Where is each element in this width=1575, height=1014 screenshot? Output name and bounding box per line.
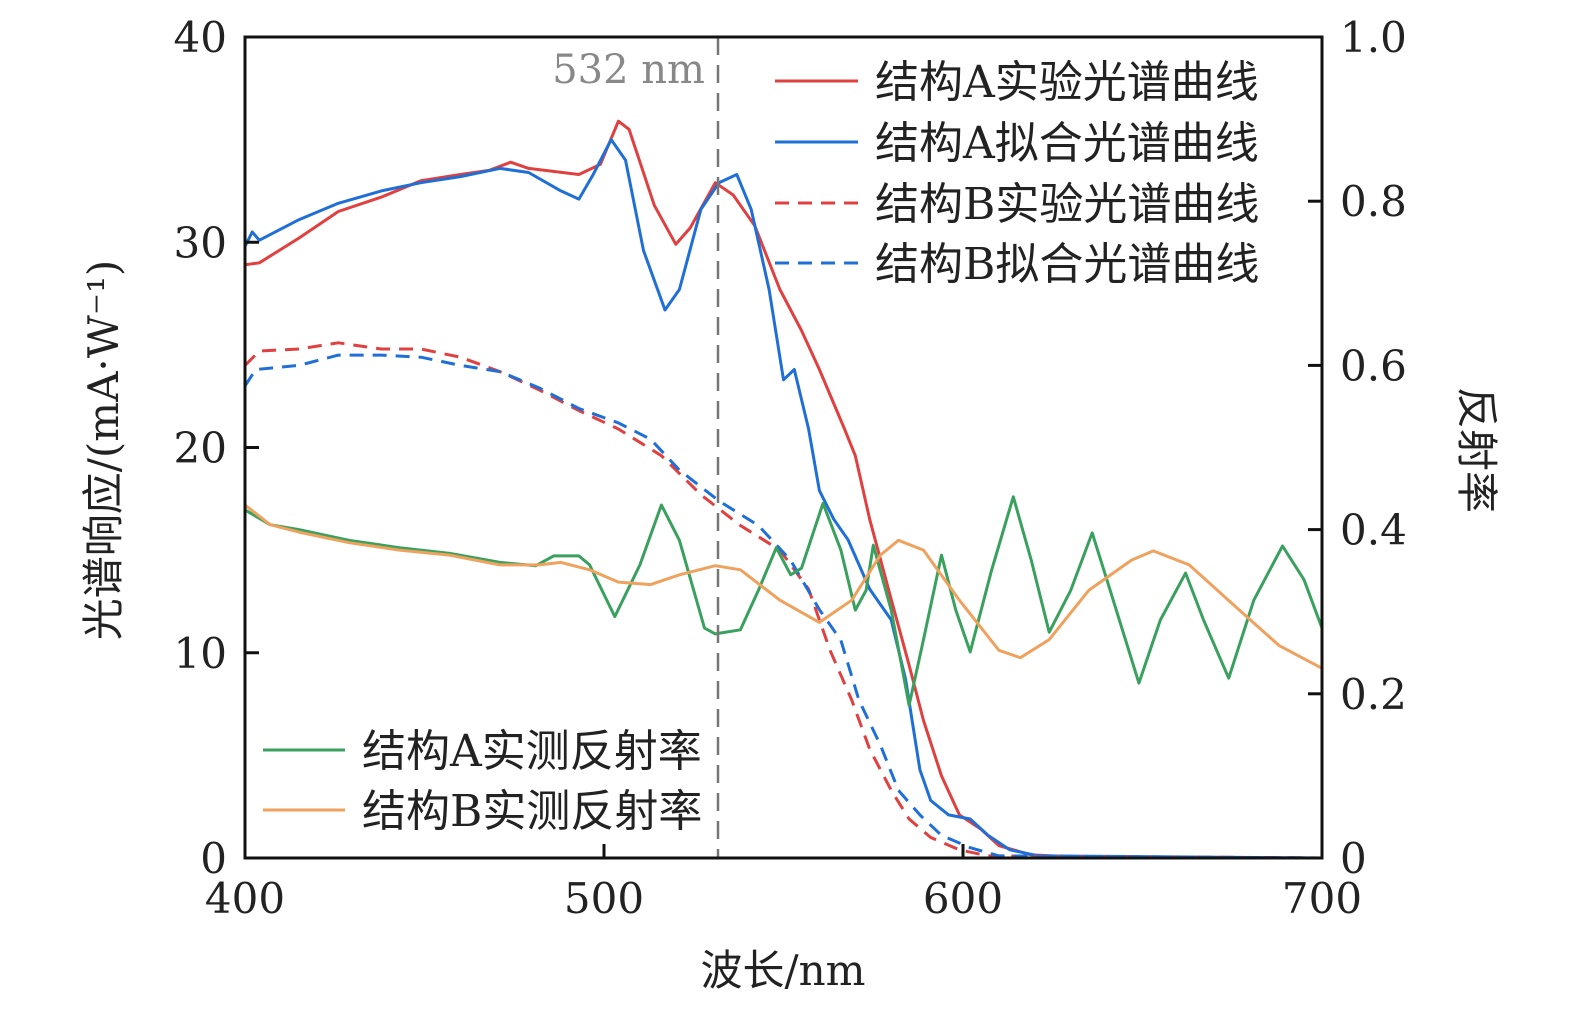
y-right-tick-label: 0.6 [1340, 341, 1407, 390]
y-left-tick-label: 0 [200, 834, 227, 883]
legend-label-b-reflect: 结构B实测反射率 [362, 786, 702, 837]
y-left-tick-label: 20 [174, 424, 227, 473]
series-layer [243, 119, 1324, 860]
legend-label-a-reflect: 结构A实测反射率 [362, 726, 702, 777]
legend-label-a-fit: 结构A拟合光谱曲线 [875, 118, 1259, 169]
y-right-tick-label: 0 [1340, 834, 1367, 883]
series-line-0 [244, 119, 1322, 860]
series-line-5 [244, 503, 1323, 670]
x-tick-label: 700 [1282, 874, 1362, 923]
y-left-tick-label: 30 [174, 218, 227, 267]
series-line-2 [243, 341, 1323, 860]
y-right-tick-label: 0.8 [1340, 177, 1407, 226]
legend-label-b-exp: 结构B实验光谱曲线 [875, 179, 1259, 230]
series-line-1 [243, 138, 1323, 860]
legend-top-right: 结构A实验光谱曲线 结构A拟合光谱曲线 结构B实验光谱曲线 结构B拟合光谱曲线 [775, 57, 1259, 290]
series-line-4 [244, 495, 1324, 707]
legend-label-b-fit: 结构B拟合光谱曲线 [875, 239, 1259, 290]
x-tick-label: 400 [205, 874, 285, 923]
y-axis-right-label: 反射率 [1452, 387, 1501, 513]
series-line-3 [243, 353, 1323, 860]
y-left-tick-label: 40 [174, 13, 227, 62]
y-left-tick-label: 10 [174, 629, 227, 678]
y-axis-left-label: 光谱响应/(mA·W⁻¹) [79, 260, 128, 641]
marker-532nm-label: 532 nm [552, 47, 705, 93]
y-right-tick-label: 0.2 [1340, 670, 1407, 719]
y-right-tick-label: 0.4 [1340, 506, 1407, 555]
x-tick-label: 600 [923, 874, 1003, 923]
x-axis-label: 波长/nm [700, 946, 865, 995]
legend-label-a-exp: 结构A实验光谱曲线 [875, 57, 1259, 108]
legend-bottom-left: 结构A实测反射率 结构B实测反射率 [263, 726, 702, 837]
y-right-tick-label: 1.0 [1340, 13, 1407, 62]
x-tick-label: 500 [564, 874, 644, 923]
